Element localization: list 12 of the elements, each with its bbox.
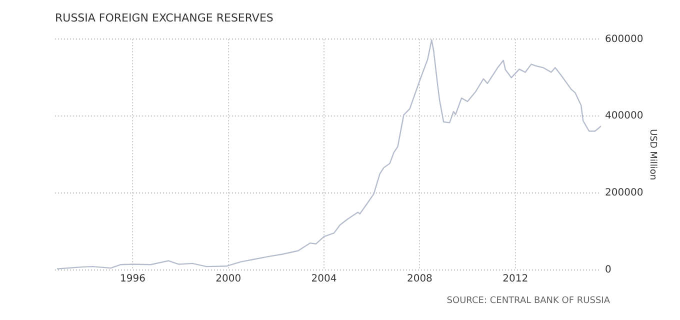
y-tick-label: 400000 xyxy=(605,110,644,122)
y-axis-title: USD Million xyxy=(647,129,658,180)
x-tick-label: 2000 xyxy=(216,274,242,285)
y-tick-label: 200000 xyxy=(605,188,644,199)
chart-title: RUSSIA FOREIGN EXCHANGE RESERVES xyxy=(55,11,274,24)
source-note: SOURCE: CENTRAL BANK OF RUSSIA xyxy=(446,296,610,306)
y-tick-label: 600000 xyxy=(605,34,644,45)
x-tick-label: 1996 xyxy=(120,274,146,285)
x-tick-label: 2008 xyxy=(406,274,432,285)
y-tick-label: 0 xyxy=(605,264,612,276)
x-tick-label: 2004 xyxy=(311,274,337,285)
x-tick-label: 2012 xyxy=(502,274,528,285)
